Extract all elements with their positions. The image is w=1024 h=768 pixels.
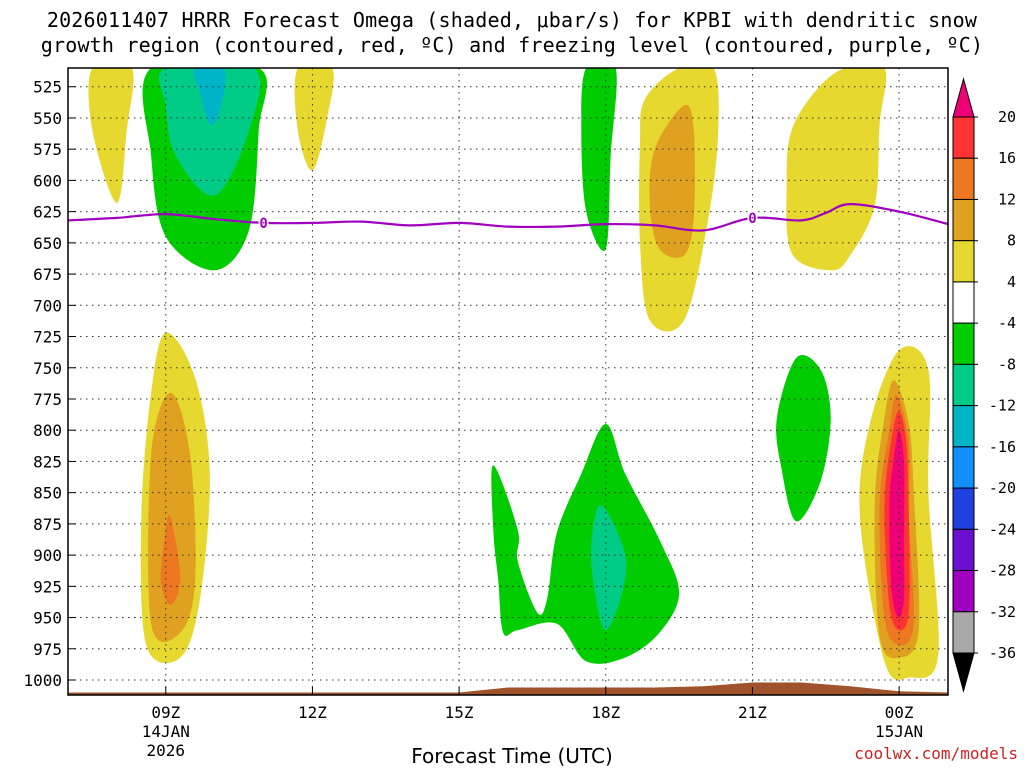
colorbar-tick-label: -4: [998, 314, 1016, 332]
colorbar-min-arrow: [952, 652, 975, 693]
colorbar-swatch: [952, 240, 975, 283]
colorbar-tick-label: -24: [989, 520, 1016, 538]
y-tick-label: 575: [33, 140, 62, 159]
colorbar-swatch: [952, 322, 975, 365]
y-tick-label: 525: [33, 78, 62, 97]
omega-shading: [88, 68, 939, 680]
omega-region: [776, 355, 831, 522]
colorbar-tick-label: -32: [989, 603, 1016, 621]
x-tick-date: 15JAN: [875, 722, 923, 741]
y-tick-label: 975: [33, 640, 62, 659]
x-tick-year: 2026: [147, 741, 186, 760]
colorbar-swatch: [952, 528, 975, 572]
omega-region: [491, 424, 680, 664]
colorbar: 20 16 12 8 4 -4 -8 -12 -16 -20 -24 -28 -32 -36: [952, 77, 1016, 693]
omega-region: [581, 68, 617, 251]
terrain-fill: [68, 682, 948, 695]
y-tick-label: 675: [33, 265, 62, 284]
omega-region: [786, 68, 887, 271]
colorbar-tick-label: 4: [1007, 273, 1016, 291]
x-tick-label: 09Z: [151, 703, 180, 722]
colorbar-tick-label: -36: [989, 644, 1016, 662]
y-axis: 525 550 575 600 625 650 675 700 725 750 775 800 825 8…: [23, 78, 76, 690]
x-tick-label: 12Z: [298, 703, 327, 722]
y-tick-label: 725: [33, 328, 62, 347]
y-tick-label: 925: [33, 577, 62, 596]
y-tick-label: 875: [33, 515, 62, 534]
colorbar-tick-label: -12: [989, 397, 1016, 415]
colorbar-swatch: [952, 198, 975, 242]
colorbar-swatch: [952, 611, 975, 654]
x-tick-label: 00Z: [885, 703, 914, 722]
freezing-level-label: 0: [748, 211, 756, 227]
colorbar-tick-label: 8: [1007, 232, 1016, 250]
y-tick-label: 650: [33, 234, 62, 253]
colorbar-tick-label: -20: [989, 479, 1016, 497]
omega-region: [294, 68, 334, 171]
y-tick-label: 625: [33, 203, 62, 222]
credit-link[interactable]: coolwx.com/models: [854, 744, 1018, 763]
x-tick-label: 15Z: [445, 703, 474, 722]
colorbar-swatch: [952, 446, 975, 489]
plot-frame: [67, 67, 949, 696]
freezing-level-line: [68, 202, 948, 232]
colorbar-swatch: [952, 157, 975, 200]
colorbar-tick-label: 12: [998, 190, 1016, 208]
colorbar-swatch: [952, 116, 975, 159]
omega-region: [193, 68, 226, 125]
y-tick-label: 800: [33, 421, 62, 440]
colorbar-tick-label: -28: [989, 562, 1016, 580]
x-tick-label: 21Z: [738, 703, 767, 722]
terrain: [68, 682, 948, 695]
colorbar-tick-label: 20: [998, 108, 1016, 126]
chart-title-line2: growth region (contoured, red, ºC) and f…: [40, 33, 984, 57]
chart-title-line1: 2026011407 HRRR Forecast Omega (shaded, …: [46, 8, 978, 32]
colorbar-max-arrow: [952, 77, 975, 118]
y-tick-label: 775: [33, 390, 62, 409]
y-tick-label: 700: [33, 296, 62, 315]
y-tick-label: 1000: [23, 671, 62, 690]
freezing-level-label: 0: [259, 216, 267, 232]
colorbar-swatch: [952, 281, 975, 324]
x-tick-label: 18Z: [591, 703, 620, 722]
colorbar-swatch: [952, 570, 975, 613]
omega-region: [148, 392, 196, 643]
colorbar-swatch: [952, 405, 975, 448]
freezing-label-bg: [258, 214, 269, 231]
y-tick-label: 750: [33, 359, 62, 378]
omega-region: [158, 68, 261, 196]
gridlines: [68, 68, 948, 695]
x-axis-label: Forecast Time (UTC): [411, 744, 613, 768]
y-tick-label: 900: [33, 546, 62, 565]
y-tick-label: 850: [33, 484, 62, 503]
freezing-label-bg: [747, 209, 758, 226]
omega-region: [590, 505, 627, 631]
omega-region: [88, 68, 134, 203]
colorbar-swatch: [952, 363, 975, 407]
y-tick-label: 550: [33, 109, 62, 128]
y-tick-label: 950: [33, 609, 62, 628]
x-tick-date: 14JAN: [142, 722, 190, 741]
colorbar-tick-label: -8: [998, 355, 1016, 373]
y-tick-label: 600: [33, 171, 62, 190]
colorbar-swatch: [952, 487, 975, 530]
y-tick-label: 825: [33, 452, 62, 471]
colorbar-tick-label: -16: [989, 438, 1016, 456]
colorbar-tick-label: 16: [998, 149, 1016, 167]
omega-region: [649, 104, 695, 258]
